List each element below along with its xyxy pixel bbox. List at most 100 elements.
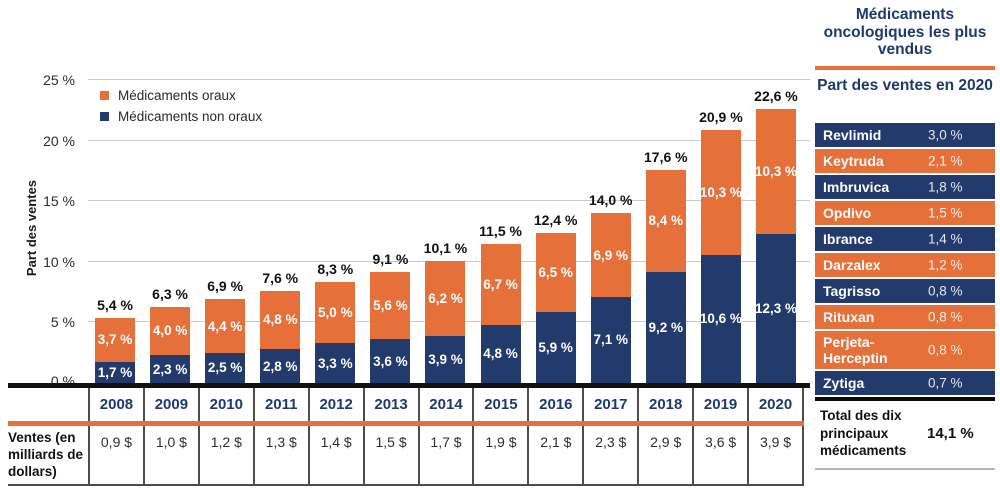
drug-share: 0,8 % — [928, 283, 963, 299]
segment-label: 5,9 % — [538, 339, 573, 355]
drug-share: 3,0 % — [928, 127, 963, 143]
bar-total-label: 14,0 % — [588, 192, 633, 209]
segment-label: 5,6 % — [373, 297, 408, 313]
bar-segment-oral: 4,4 % — [205, 299, 246, 353]
bar-segment-oral: 6,5 % — [535, 232, 576, 312]
bar-segment-non-oral: 3,9 % — [425, 335, 466, 383]
bar-segment-non-oral: 5,9 % — [535, 311, 576, 383]
gridline-15 — [88, 200, 810, 202]
bar-segment-non-oral: 12,3 % — [755, 233, 797, 383]
year-axis-row: 2008 2009 2010 2011 2012 2013 2014 2015 2016 2017… — [88, 388, 804, 421]
year-cell: 2014 — [417, 388, 473, 421]
bar-segment-oral: 3,7 % — [95, 317, 135, 363]
bar-total-label: 17,6 % — [644, 148, 688, 165]
drug-name: Tagrisso — [823, 282, 881, 299]
sales-cell: 2,9 $ — [637, 426, 692, 484]
drug-share: 1,5 % — [928, 205, 963, 221]
drug-share: 0,8 % — [928, 342, 963, 358]
panel-subtitle: Part des ventes en 2020 — [817, 77, 993, 94]
bar-segment-non-oral: 7,1 % — [590, 296, 631, 383]
bar-segment-oral: 5,0 % — [315, 282, 356, 344]
sales-cell: 1,5 $ — [362, 426, 418, 484]
bar-total-label: 11,5 % — [479, 222, 522, 239]
legend-swatch-orange — [100, 91, 109, 100]
bar-total-label: 7,6 % — [262, 269, 299, 286]
y-tick-label: 25 % — [43, 72, 75, 88]
bar-segment-oral: 10,3 % — [755, 109, 797, 234]
bar-segment-oral: 6,2 % — [425, 260, 466, 336]
gridline-20 — [88, 139, 810, 141]
year-cell: 2008 — [88, 388, 143, 421]
legend-swatch-navy — [100, 112, 109, 121]
bar-2020: 22,6 % 10,3 % 12,3 % — [754, 88, 798, 383]
bar-segment-non-oral: 3,6 % — [370, 339, 411, 383]
bar-2013: 9,1 % 5,6 % 3,6 % — [370, 251, 411, 383]
bar-total-label: 5,4 % — [97, 296, 133, 313]
bar-segment-non-oral: 4,8 % — [480, 324, 521, 383]
bar-2008: 5,4 % 3,7 % 1,7 % — [95, 297, 135, 383]
segment-label: 7,1 % — [593, 332, 628, 348]
segment-label: 3,3 % — [318, 355, 353, 371]
bar-total-label: 20,9 % — [699, 108, 743, 125]
sales-cell: 3,6 $ — [692, 426, 747, 484]
drug-share: 1,2 % — [928, 257, 963, 273]
chart-legend: Médicaments oraux Médicaments non oraux — [100, 88, 262, 124]
drug-row: Ibrance 1,4 % — [815, 227, 995, 251]
bar-segment-oral: 4,8 % — [260, 290, 301, 350]
segment-label: 3,7 % — [97, 332, 133, 348]
year-cell: 2011 — [252, 388, 308, 421]
drug-name: Opdivo — [823, 204, 872, 221]
x-axis-baseline — [8, 383, 810, 388]
bar-total-label: 10,1 % — [423, 239, 468, 256]
segment-label: 10,3 % — [699, 184, 742, 200]
y-tick-label: 20 % — [43, 132, 75, 149]
segment-label: 2,8 % — [262, 358, 298, 374]
segment-label: 2,3 % — [152, 361, 188, 377]
sales-table: Ventes (en milliards de dollars) 0,9 $ 1,… — [8, 426, 804, 484]
bar-segment-non-oral: 9,2 % — [645, 271, 686, 383]
sales-row-header: Ventes (en milliards de dollars) — [8, 430, 84, 479]
sales-cell: 3,9 $ — [747, 426, 804, 484]
drug-name: Perjeta-Herceptin — [823, 333, 888, 366]
legend-label-non-oral: Médicaments non oraux — [118, 109, 263, 124]
panel-bottom-border — [815, 468, 995, 470]
bar-2018: 17,6 % 8,4 % 9,2 % — [644, 149, 688, 383]
segment-label: 3,6 % — [373, 353, 408, 369]
bar-2019: 20,9 % 10,3 % 10,6 % — [699, 109, 743, 383]
panel-total-row: Total des dix principaux médicaments 14,… — [815, 405, 995, 465]
bar-2016: 12,4 % 6,5 % 5,9 % — [534, 212, 577, 383]
drug-share: 0,8 % — [928, 309, 963, 325]
panel-title: Médicaments oncologiques les plus vendus — [823, 6, 987, 58]
y-axis-title: Part des ventes — [24, 179, 39, 277]
year-cell: 2019 — [692, 388, 747, 421]
segment-label: 8,4 % — [648, 213, 684, 229]
panel-black-divider — [815, 397, 995, 401]
drug-row: Darzalex 1,2 % — [815, 253, 995, 277]
drug-list: Revlimid 3,0 % Keytruda 2,1 % Imbruvica 1,8 %… — [815, 123, 995, 395]
drug-row: Rituxan 0,8 % — [815, 305, 995, 329]
year-cell: 2010 — [197, 388, 253, 421]
legend-item-non-oral: Médicaments non oraux — [100, 109, 262, 124]
bar-segment-oral: 5,6 % — [370, 271, 411, 340]
sales-cell: 1,4 $ — [307, 426, 363, 484]
bar-segment-non-oral: 2,5 % — [205, 352, 246, 383]
sales-cell: 0,9 $ — [88, 426, 143, 484]
panel-orange-divider — [815, 66, 995, 70]
sales-cell: 1,2 $ — [197, 426, 253, 484]
bar-total-label: 9,1 % — [372, 250, 409, 267]
segment-label: 6,5 % — [538, 264, 573, 280]
segment-label: 4,0 % — [152, 323, 188, 339]
side-panel: Médicaments oncologiques les plus vendus… — [815, 6, 995, 496]
bar-2014: 10,1 % 6,2 % 3,9 % — [424, 240, 467, 383]
orange-divider — [8, 421, 804, 426]
bar-total-label: 8,3 % — [317, 261, 354, 278]
bar-2009: 6,3 % 4,0 % 2,3 % — [150, 286, 191, 383]
bar-segment-non-oral: 2,3 % — [150, 355, 191, 383]
bar-segment-non-oral: 10,6 % — [700, 254, 742, 383]
bar-total-label: 6,3 % — [152, 285, 188, 302]
drug-name: Ibrance — [823, 230, 873, 247]
sales-cell: 1,7 $ — [417, 426, 473, 484]
drug-name: Zytiga — [823, 374, 865, 391]
drug-name: Rituxan — [823, 308, 875, 325]
